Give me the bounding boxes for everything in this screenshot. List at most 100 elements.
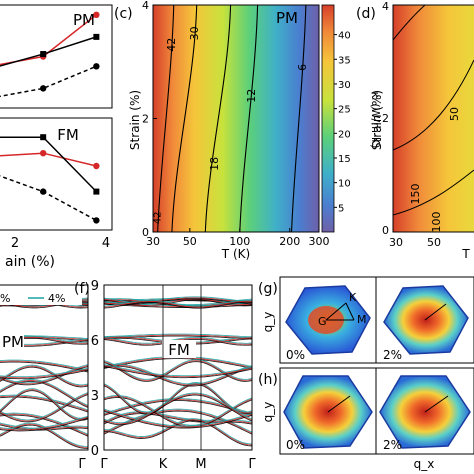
panel-g-point-m: M <box>357 313 367 326</box>
band-f-bands-17 <box>104 381 252 413</box>
band-e-bands-35 <box>0 367 88 378</box>
panel-c-ytick-2: 2 <box>142 113 149 126</box>
panel-f-xtick-1: K <box>159 457 168 472</box>
panel-g: G K M 0% 2% (g) q_y <box>258 276 474 364</box>
panel-h-path-2 <box>424 395 449 413</box>
band-e-bands-19 <box>0 416 88 431</box>
panel-a: PM <box>0 4 113 109</box>
colorbar-tick-30: 30 <box>338 80 351 91</box>
panel-c-contour-label-42b: 42 <box>153 211 164 224</box>
panel-c-contour-12 <box>239 5 259 232</box>
panel-d-contour-label-150: 150 <box>409 184 422 205</box>
panel-c-xlabel: T (K) <box>221 247 250 261</box>
panel-g-ylabel: q_y <box>261 312 275 333</box>
band-e-bands-1 <box>0 413 88 436</box>
band-f-bands-61 <box>104 300 252 308</box>
band-e-bands-13 <box>0 393 88 422</box>
panel-b-series-red-solid <box>0 152 97 167</box>
band-f-bands-33 <box>104 365 252 379</box>
band-f-bands-24 <box>104 358 252 369</box>
panel-c-xtick-100: 100 <box>229 235 250 248</box>
band-e-bands-14 <box>0 392 88 421</box>
colorbar-tick-25: 25 <box>338 105 351 116</box>
panel-b-label: FM <box>57 126 79 144</box>
panel-c-contour-6 <box>290 5 307 232</box>
panel-b-xtick-2: 2 <box>11 236 19 251</box>
panel-c-colorbar <box>321 4 335 233</box>
panel-d-contour-label-100: 100 <box>430 212 443 233</box>
band-f-bands-22 <box>104 393 252 425</box>
band-e-bands-12 <box>0 394 88 423</box>
panel-b-xtick-4: 4 <box>102 236 110 251</box>
panel-g-bz-2 <box>383 285 469 355</box>
panel-g-sub-2: 2% <box>383 348 402 362</box>
band-e-bands-17 <box>0 388 88 419</box>
panel-c-xtick-50: 50 <box>183 235 197 248</box>
panel-b-point <box>39 150 47 157</box>
panel-c-contour-label-42: 42 <box>165 38 178 52</box>
band-e-bands-31 <box>0 365 88 387</box>
panel-f-tag: (f) <box>74 281 90 297</box>
panel-b-frame <box>0 117 113 231</box>
band-e-bands-18 <box>0 417 88 432</box>
panel-d-contour-3 <box>392 169 474 216</box>
panel-c-contour-label-30: 30 <box>188 26 201 40</box>
band-e-bands-27 <box>0 366 88 386</box>
panel-h-sub-0: 0% <box>286 438 305 452</box>
panel-g-tag: (g) <box>258 281 278 297</box>
band-f-bands-20 <box>104 408 252 427</box>
panel-f: FM (f) 0 3 6 9 Γ K M Γ <box>74 279 256 472</box>
panel-d-ytick-2: 2 <box>382 112 389 125</box>
panel-f-ytick-3: 3 <box>91 389 99 404</box>
panel-d-frame <box>392 4 474 233</box>
panel-b-series-black-solid <box>0 136 97 193</box>
panel-f-ytick-9: 9 <box>91 279 99 294</box>
band-e-bands-8 <box>0 422 88 447</box>
panel-c-contour-label-18: 18 <box>208 157 221 171</box>
colorbar-tick-10: 10 <box>338 179 351 190</box>
panel-h: 0% 2% (h) q_y q_x <box>258 367 474 471</box>
panel-f-xtick-2: M <box>195 457 206 472</box>
panel-c-contour-30 <box>171 5 198 232</box>
band-f-bands-19 <box>104 409 252 428</box>
band-e-bands-5 <box>0 422 88 429</box>
panel-b-xlabel: ain (%) <box>5 254 55 270</box>
band-e-bands-16 <box>0 389 88 420</box>
band-f-bands-38 <box>104 333 252 338</box>
panel-e-label: PM <box>2 333 24 351</box>
panel-d-heatmap <box>393 5 474 232</box>
band-e-bands-22 <box>0 379 88 407</box>
band-f-bands-60 <box>104 301 252 309</box>
panel-d-xtick-50: 50 <box>427 236 441 249</box>
band-f-bands-21 <box>104 394 252 426</box>
panel-f-ytick-6: 6 <box>91 334 99 349</box>
panel-c-tag: (c) <box>114 6 133 22</box>
band-f-bands-18 <box>104 410 252 429</box>
band-e-bands-26 <box>0 359 88 371</box>
panel-g-point-k: K <box>349 291 357 304</box>
band-e-bands-7 <box>0 423 88 448</box>
panel-c-xtick-200: 200 <box>279 235 300 248</box>
panel-h-path-0 <box>327 395 351 413</box>
band-f-bands-62 <box>104 299 252 307</box>
panel-d-ytick-0: 0 <box>382 224 389 237</box>
panel-c-contour-42 <box>157 5 175 232</box>
panel-e: % 4% PM Γ <box>0 284 89 472</box>
panel-c: 42 30 18 12 6 42 30 50 100 200 300 0 2 4 (c) PM T (K… <box>114 0 382 261</box>
panel-b-point <box>93 217 100 224</box>
band-f-bands-34 <box>104 364 252 378</box>
panel-b-point <box>40 134 47 141</box>
band-e-bands-24 <box>0 361 88 373</box>
panel-a-series-black-dashed <box>0 65 97 98</box>
panel-f-xtick-3: Γ <box>248 457 256 472</box>
panel-h-tag: (h) <box>258 372 278 388</box>
panel-f-xtick-0: Γ <box>100 457 108 472</box>
panel-a-label: PM <box>73 11 95 29</box>
band-e-bands-10 <box>0 395 88 412</box>
panel-b-point <box>93 188 100 195</box>
colorbar-tick-20: 20 <box>338 129 351 140</box>
panel-h-ylabel: q_y <box>261 402 275 423</box>
band-e-bands-20 <box>0 415 88 430</box>
panel-a-series-black-solid <box>0 36 97 67</box>
panel-a-point <box>93 33 100 40</box>
